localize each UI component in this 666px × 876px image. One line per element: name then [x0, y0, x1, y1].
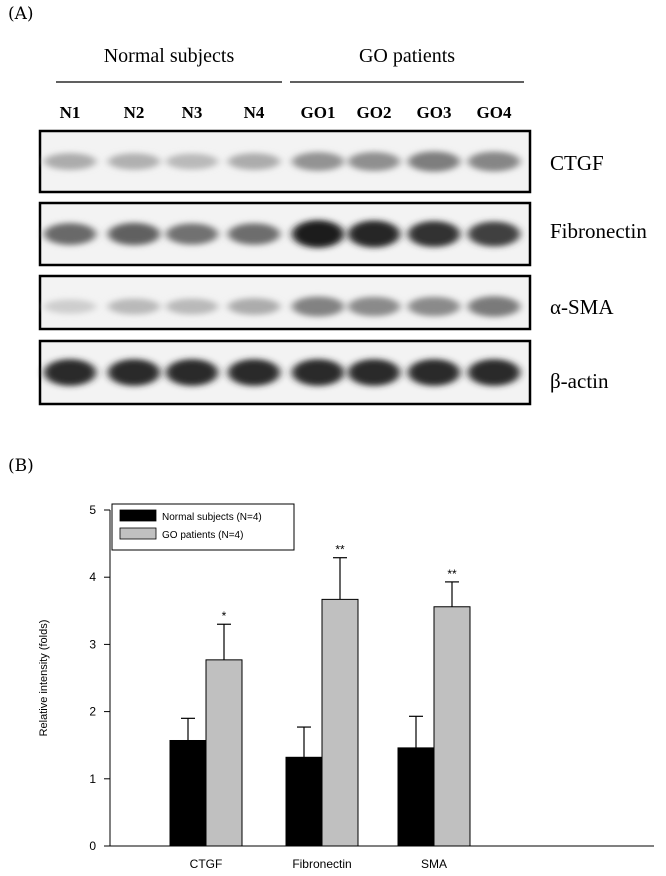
blot-band — [108, 153, 160, 170]
blot-band — [44, 223, 96, 245]
blot-band — [44, 299, 96, 314]
blot-band — [292, 296, 344, 317]
blot-band — [408, 359, 460, 386]
lane-label: GO3 — [417, 103, 452, 122]
group-label: GO patients — [359, 45, 455, 67]
protein-label: Fibronectin — [550, 219, 647, 243]
bar — [433, 606, 471, 847]
blot-band — [468, 296, 520, 317]
blot-band — [228, 298, 280, 315]
blot-band — [408, 296, 460, 317]
blot-band — [166, 223, 218, 245]
y-tick-label: 2 — [89, 705, 96, 719]
bar — [285, 756, 323, 847]
lane-label: GO4 — [477, 103, 512, 122]
legend-entry: Normal subjects (N=4) — [162, 512, 262, 523]
y-tick-label: 5 — [89, 503, 96, 517]
blot-band — [468, 359, 520, 386]
blot-band — [228, 359, 280, 386]
lane-label: GO2 — [357, 103, 392, 122]
blot-band — [348, 359, 400, 386]
blot-band — [228, 223, 280, 245]
lane-label: GO1 — [301, 103, 336, 122]
blot-band — [108, 359, 160, 386]
blot-band — [108, 298, 160, 315]
blot-band — [348, 220, 400, 248]
blot-band — [44, 153, 96, 170]
lane-label: N1 — [60, 103, 81, 122]
blot-band — [108, 222, 160, 246]
significance-mark: ** — [335, 543, 345, 557]
significance-mark: ** — [447, 567, 457, 581]
blot-band — [408, 151, 460, 172]
y-axis-label: Relative intensity (folds) — [38, 620, 50, 737]
blot-band — [408, 220, 460, 248]
legend-swatch — [119, 509, 157, 522]
blot-band — [228, 153, 280, 170]
blot-band — [166, 359, 218, 386]
panel-a-label: (A) — [8, 4, 34, 24]
protein-label: α-SMA — [550, 295, 614, 319]
blot-band — [348, 296, 400, 317]
lane-label: N3 — [182, 103, 203, 122]
blot-band — [292, 220, 344, 248]
x-tick-label: SMA — [421, 857, 447, 871]
x-tick-label: Fibronectin — [292, 857, 351, 871]
lane-label: N2 — [124, 103, 145, 122]
western-blot-figure: Normal subjects N1 N2 N3 N4 GO patients GO1 GO2… — [38, 45, 647, 406]
x-tick-label: CTGF — [190, 857, 223, 871]
bar — [169, 739, 207, 847]
blot-band — [292, 152, 344, 171]
legend-swatch — [119, 527, 157, 540]
blot-band — [44, 359, 96, 386]
protein-label: β-actin — [550, 369, 609, 393]
lane-label: N4 — [244, 103, 265, 122]
significance-mark: * — [222, 609, 227, 623]
blot-band — [468, 151, 520, 172]
panel-b-label: (B) — [8, 456, 34, 476]
legend-box — [111, 503, 295, 551]
group-label: Normal subjects — [104, 45, 235, 67]
blot-band — [348, 151, 400, 172]
y-tick-label: 0 — [89, 839, 96, 853]
y-tick-label: 3 — [89, 637, 96, 651]
blot-band — [292, 359, 344, 386]
blot-band — [468, 221, 520, 247]
protein-label: CTGF — [550, 151, 604, 175]
y-tick-label: 1 — [89, 772, 96, 786]
legend-entry: GO patients (N=4) — [162, 530, 243, 541]
bar — [205, 659, 243, 847]
bar — [321, 598, 359, 847]
y-tick-label: 4 — [89, 570, 96, 584]
blot-band — [166, 298, 218, 315]
bar — [397, 747, 435, 847]
blot-band — [166, 153, 218, 170]
